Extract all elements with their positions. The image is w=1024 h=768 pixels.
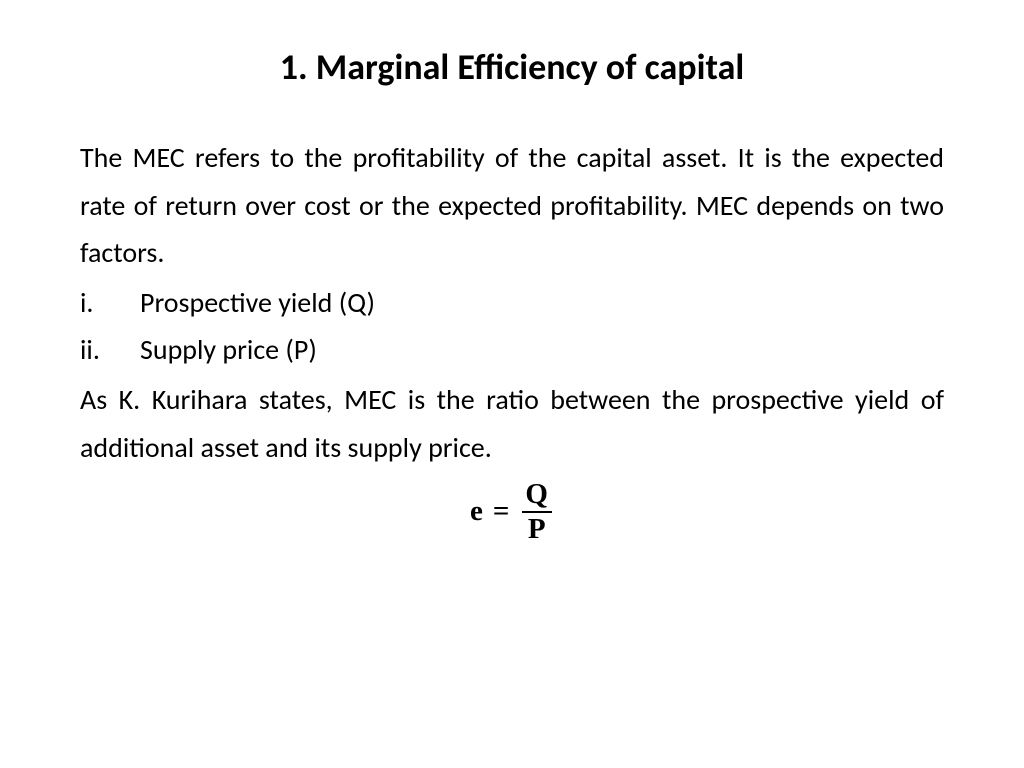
list-item-text: Prospective yield (Q) — [140, 285, 375, 320]
list-item-marker: i. — [80, 279, 128, 327]
factors-list: i. Prospective yield (Q) ii. Supply pric… — [80, 279, 944, 374]
equation-operator: = — [493, 495, 510, 528]
intro-paragraph: The MEC refers to the profitability of t… — [80, 134, 944, 277]
list-item: i. Prospective yield (Q) — [80, 279, 944, 327]
equation-fraction: Q P — [519, 479, 554, 544]
equation-denominator: P — [522, 511, 552, 544]
equation: e = Q P — [80, 479, 944, 544]
list-item-text: Supply price (P) — [140, 332, 317, 367]
equation-lhs: e — [470, 495, 483, 528]
definition-paragraph: As K. Kurihara states, MEC is the ratio … — [80, 376, 944, 471]
page-title: 1. Marginal Efficiency of capital — [80, 45, 944, 89]
equation-numerator: Q — [519, 479, 554, 510]
list-item-marker: ii. — [80, 326, 128, 374]
list-item: ii. Supply price (P) — [80, 326, 944, 374]
